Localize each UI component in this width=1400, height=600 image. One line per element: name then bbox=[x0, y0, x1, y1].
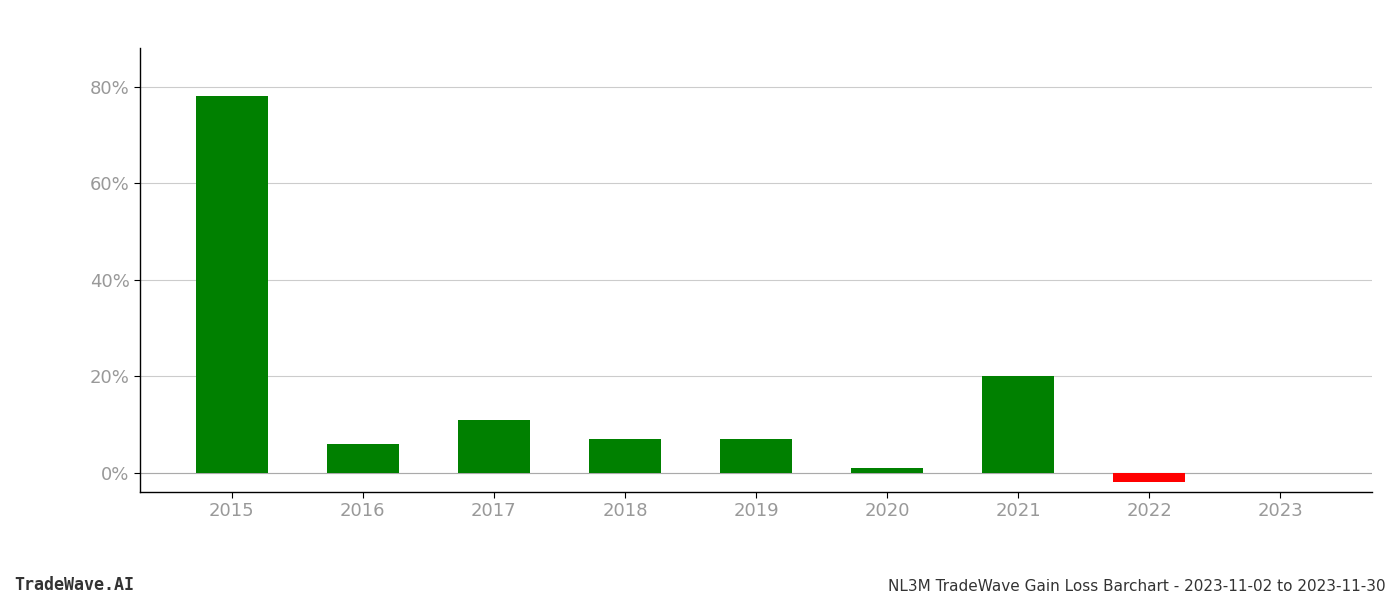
Bar bbox=[851, 468, 923, 473]
Bar bbox=[981, 376, 1054, 473]
Bar bbox=[458, 419, 531, 473]
Bar bbox=[196, 96, 267, 473]
Bar bbox=[720, 439, 792, 473]
Text: TradeWave.AI: TradeWave.AI bbox=[14, 576, 134, 594]
Bar bbox=[589, 439, 661, 473]
Bar bbox=[1113, 473, 1186, 482]
Bar bbox=[326, 444, 399, 473]
Text: NL3M TradeWave Gain Loss Barchart - 2023-11-02 to 2023-11-30: NL3M TradeWave Gain Loss Barchart - 2023… bbox=[889, 579, 1386, 594]
